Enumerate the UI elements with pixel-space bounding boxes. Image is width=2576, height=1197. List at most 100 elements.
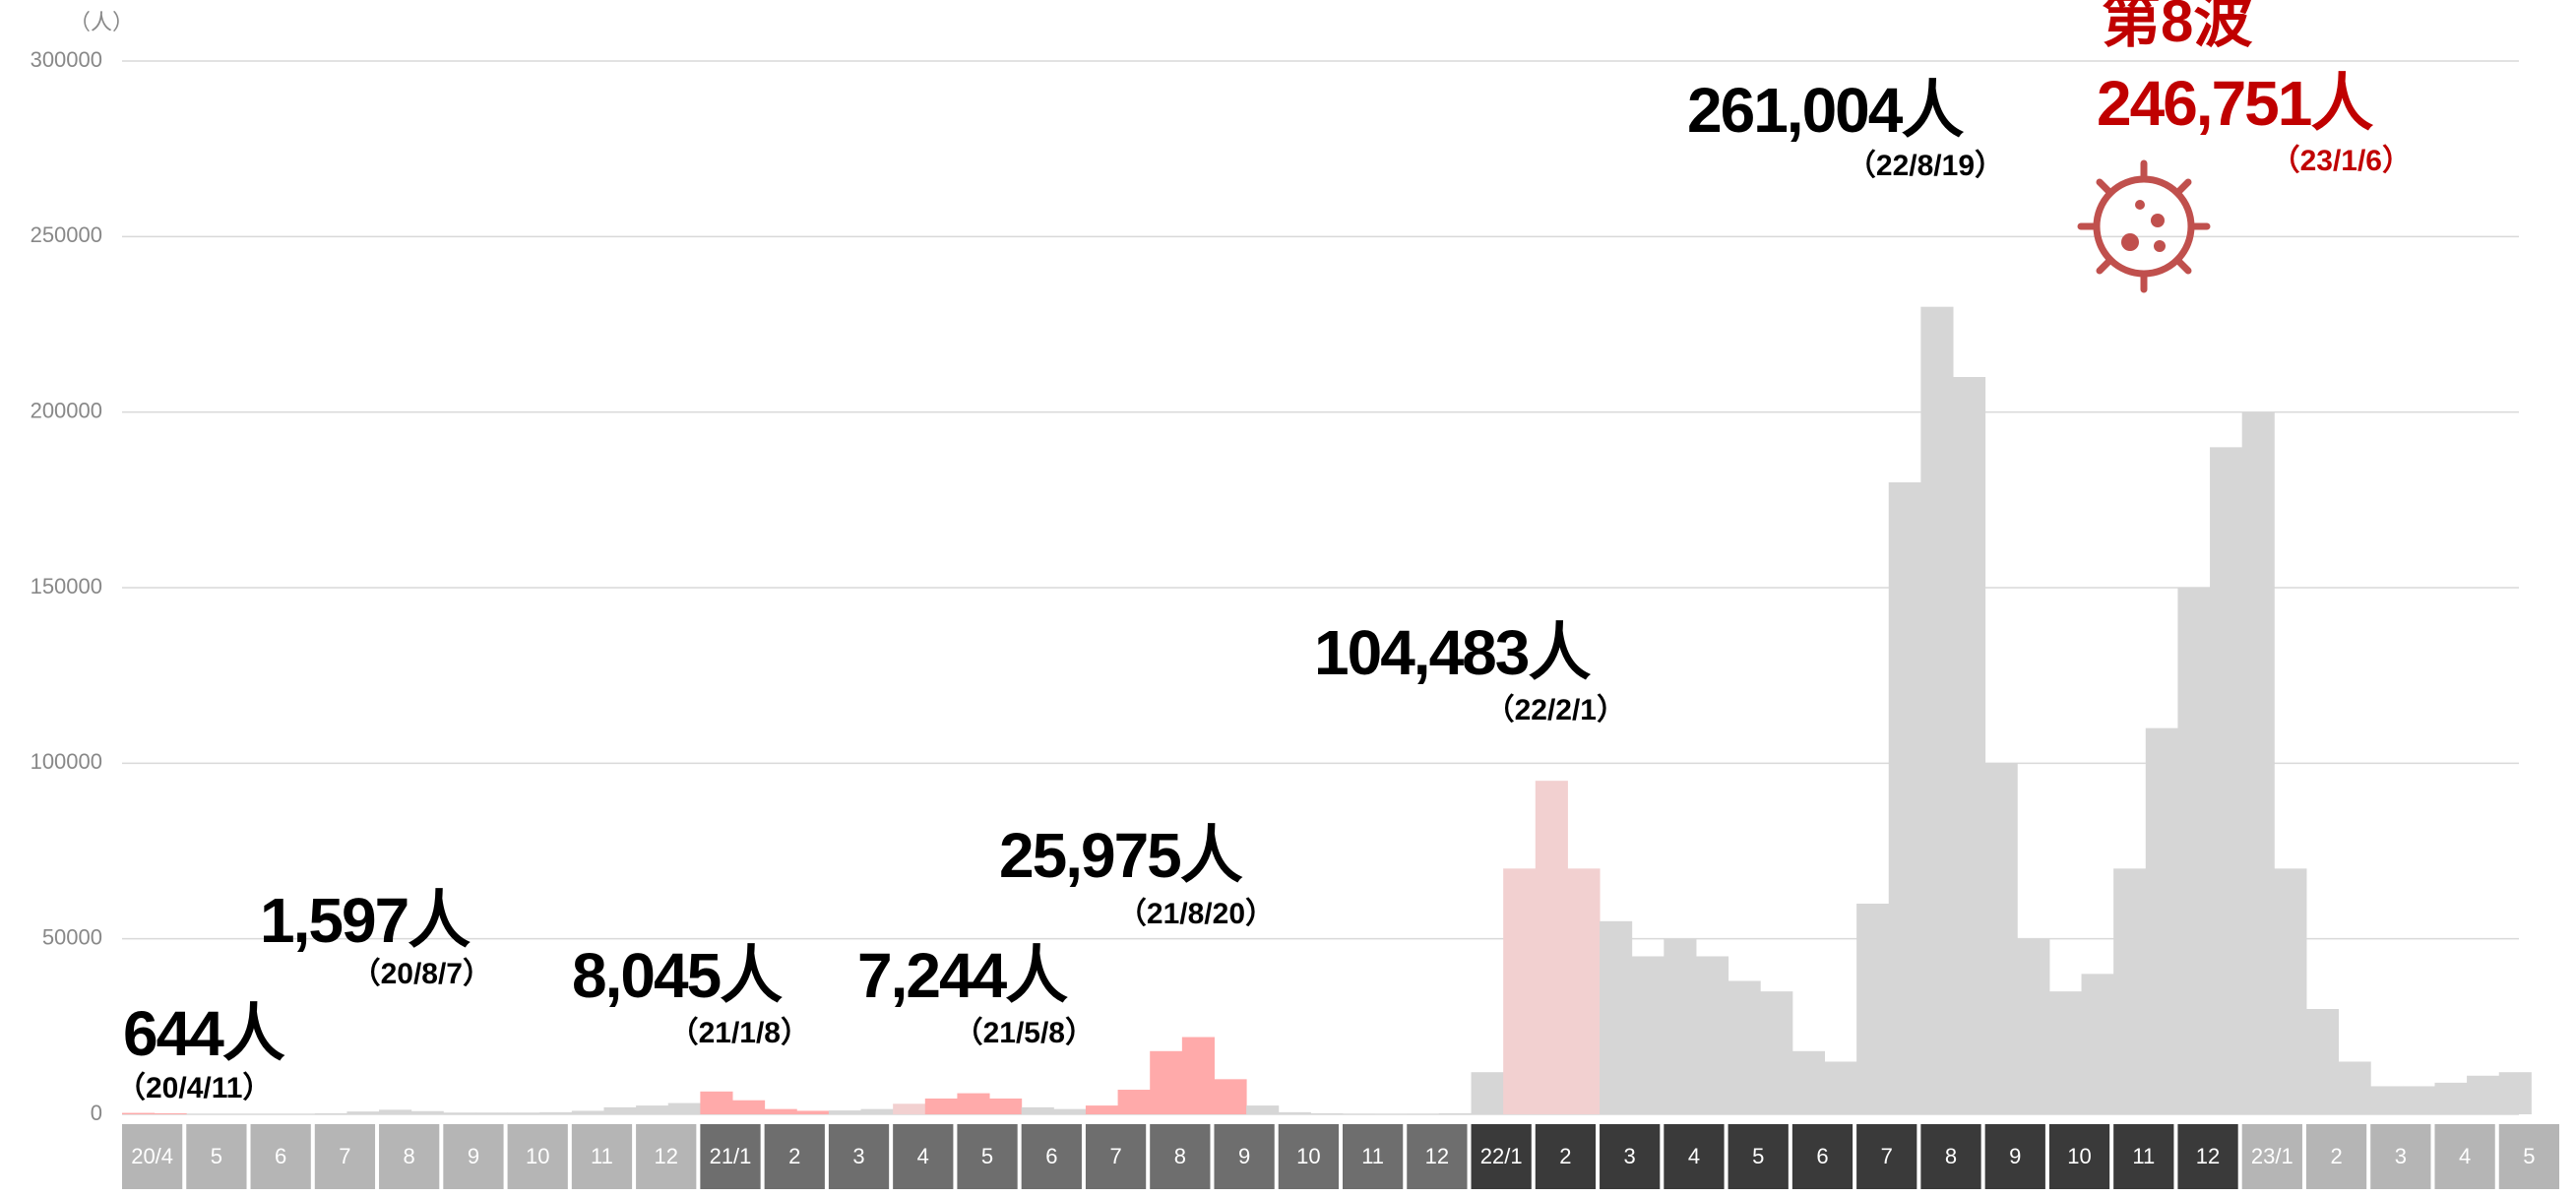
month-box xyxy=(314,1124,376,1189)
bar xyxy=(924,1098,958,1114)
month-box xyxy=(2048,1124,2110,1189)
bar xyxy=(379,1109,412,1114)
bar xyxy=(539,1111,573,1114)
bar xyxy=(1471,1072,1504,1114)
month-box xyxy=(1728,1124,1789,1189)
month-box xyxy=(186,1124,247,1189)
month-box xyxy=(2305,1124,2367,1189)
month-box xyxy=(1085,1124,1147,1189)
x-tick-label: 22/1 xyxy=(1480,1144,1523,1168)
month-box xyxy=(1407,1124,1468,1189)
bar xyxy=(1953,377,1986,1114)
month-box xyxy=(2241,1124,2302,1189)
bar xyxy=(1824,1061,1857,1114)
bar xyxy=(1021,1106,1054,1114)
x-tick-label: 23/1 xyxy=(2251,1144,2293,1168)
bar xyxy=(603,1106,637,1114)
bar xyxy=(1984,763,2018,1114)
bar xyxy=(860,1108,894,1114)
x-tick-label: 6 xyxy=(1045,1144,1057,1168)
month-box xyxy=(250,1124,311,1189)
bar xyxy=(2274,868,2307,1114)
month-box xyxy=(2434,1124,2495,1189)
bar xyxy=(2113,868,2147,1114)
bar xyxy=(1214,1079,1247,1114)
month-box xyxy=(2370,1124,2431,1189)
month-box xyxy=(1021,1124,1082,1189)
x-tick-label: 4 xyxy=(2459,1144,2471,1168)
x-tick-label: 12 xyxy=(2196,1144,2220,1168)
month-box xyxy=(1535,1124,1597,1189)
peak-label: 8,045人 xyxy=(572,940,783,1011)
month-box xyxy=(2177,1124,2238,1189)
x-tick-label: 2 xyxy=(788,1144,800,1168)
month-box xyxy=(443,1124,504,1189)
x-tick-label: 5 xyxy=(981,1144,993,1168)
y-tick-label: 250000 xyxy=(31,222,102,247)
bar xyxy=(989,1098,1023,1114)
bar xyxy=(314,1112,347,1114)
x-tick-label: 5 xyxy=(1752,1144,1764,1168)
bar xyxy=(2145,727,2178,1114)
peak-date: （23/1/6） xyxy=(2271,144,2412,177)
bar xyxy=(764,1108,797,1114)
y-tick-label: 50000 xyxy=(42,924,102,949)
y-tick-label: 200000 xyxy=(31,398,102,422)
peak-label: 25,975人 xyxy=(999,820,1243,891)
x-tick-label: 11 xyxy=(591,1144,613,1168)
month-box xyxy=(2113,1124,2174,1189)
month-box xyxy=(764,1124,825,1189)
bar xyxy=(1664,938,1697,1114)
peak-label: 104,483人 xyxy=(1314,617,1591,688)
bar xyxy=(1181,1037,1215,1114)
peak-date: （21/1/8） xyxy=(669,1016,810,1049)
bar xyxy=(1920,306,1954,1115)
peak-label: 246,751人 xyxy=(2097,68,2373,139)
unit-label: （人） xyxy=(69,10,134,34)
x-tick-label: 8 xyxy=(1174,1144,1186,1168)
bar xyxy=(1503,868,1537,1114)
x-tick-label: 7 xyxy=(1109,1144,1121,1168)
x-tick-label: 11 xyxy=(1361,1144,1384,1168)
bar xyxy=(2017,938,2050,1114)
bar xyxy=(1117,1090,1151,1114)
y-tick-label: 100000 xyxy=(31,749,102,774)
bar xyxy=(636,1105,669,1114)
bar xyxy=(346,1111,380,1114)
x-tick-label: 8 xyxy=(404,1144,415,1168)
bar xyxy=(1150,1050,1183,1114)
bar xyxy=(2210,447,2243,1114)
bar xyxy=(1856,904,1890,1114)
bar xyxy=(571,1110,604,1114)
bar xyxy=(1600,920,1633,1114)
month-box xyxy=(122,1124,183,1189)
x-tick-label: 12 xyxy=(1425,1144,1449,1168)
bar xyxy=(732,1100,766,1114)
bar xyxy=(2048,991,2083,1114)
x-tick-label: 5 xyxy=(211,1144,222,1168)
bar xyxy=(1310,1112,1344,1114)
bar xyxy=(796,1110,830,1114)
x-tick-label: 6 xyxy=(275,1144,286,1168)
bar xyxy=(1438,1112,1473,1114)
y-tick-label: 150000 xyxy=(31,574,102,598)
bar xyxy=(2177,588,2211,1114)
month-box xyxy=(1984,1124,2045,1189)
peak-label: 7,244人 xyxy=(857,940,1068,1011)
bar xyxy=(1728,980,1761,1114)
x-tick-label: 10 xyxy=(2067,1144,2091,1168)
bar xyxy=(1085,1105,1119,1114)
month-box xyxy=(1856,1124,1917,1189)
bar xyxy=(2498,1072,2532,1114)
x-tick-label: 12 xyxy=(654,1144,677,1168)
peak-date: （22/2/1） xyxy=(1485,693,1626,726)
month-box xyxy=(1150,1124,1211,1189)
x-tick-label: 10 xyxy=(526,1144,549,1168)
x-tick-label: 9 xyxy=(468,1144,479,1168)
y-tick-label: 0 xyxy=(91,1101,102,1125)
bar xyxy=(1791,1050,1825,1114)
bar xyxy=(1760,991,1793,1114)
bar xyxy=(2370,1086,2404,1114)
month-box xyxy=(636,1124,697,1189)
wave-title: 第8波 xyxy=(2102,0,2252,54)
